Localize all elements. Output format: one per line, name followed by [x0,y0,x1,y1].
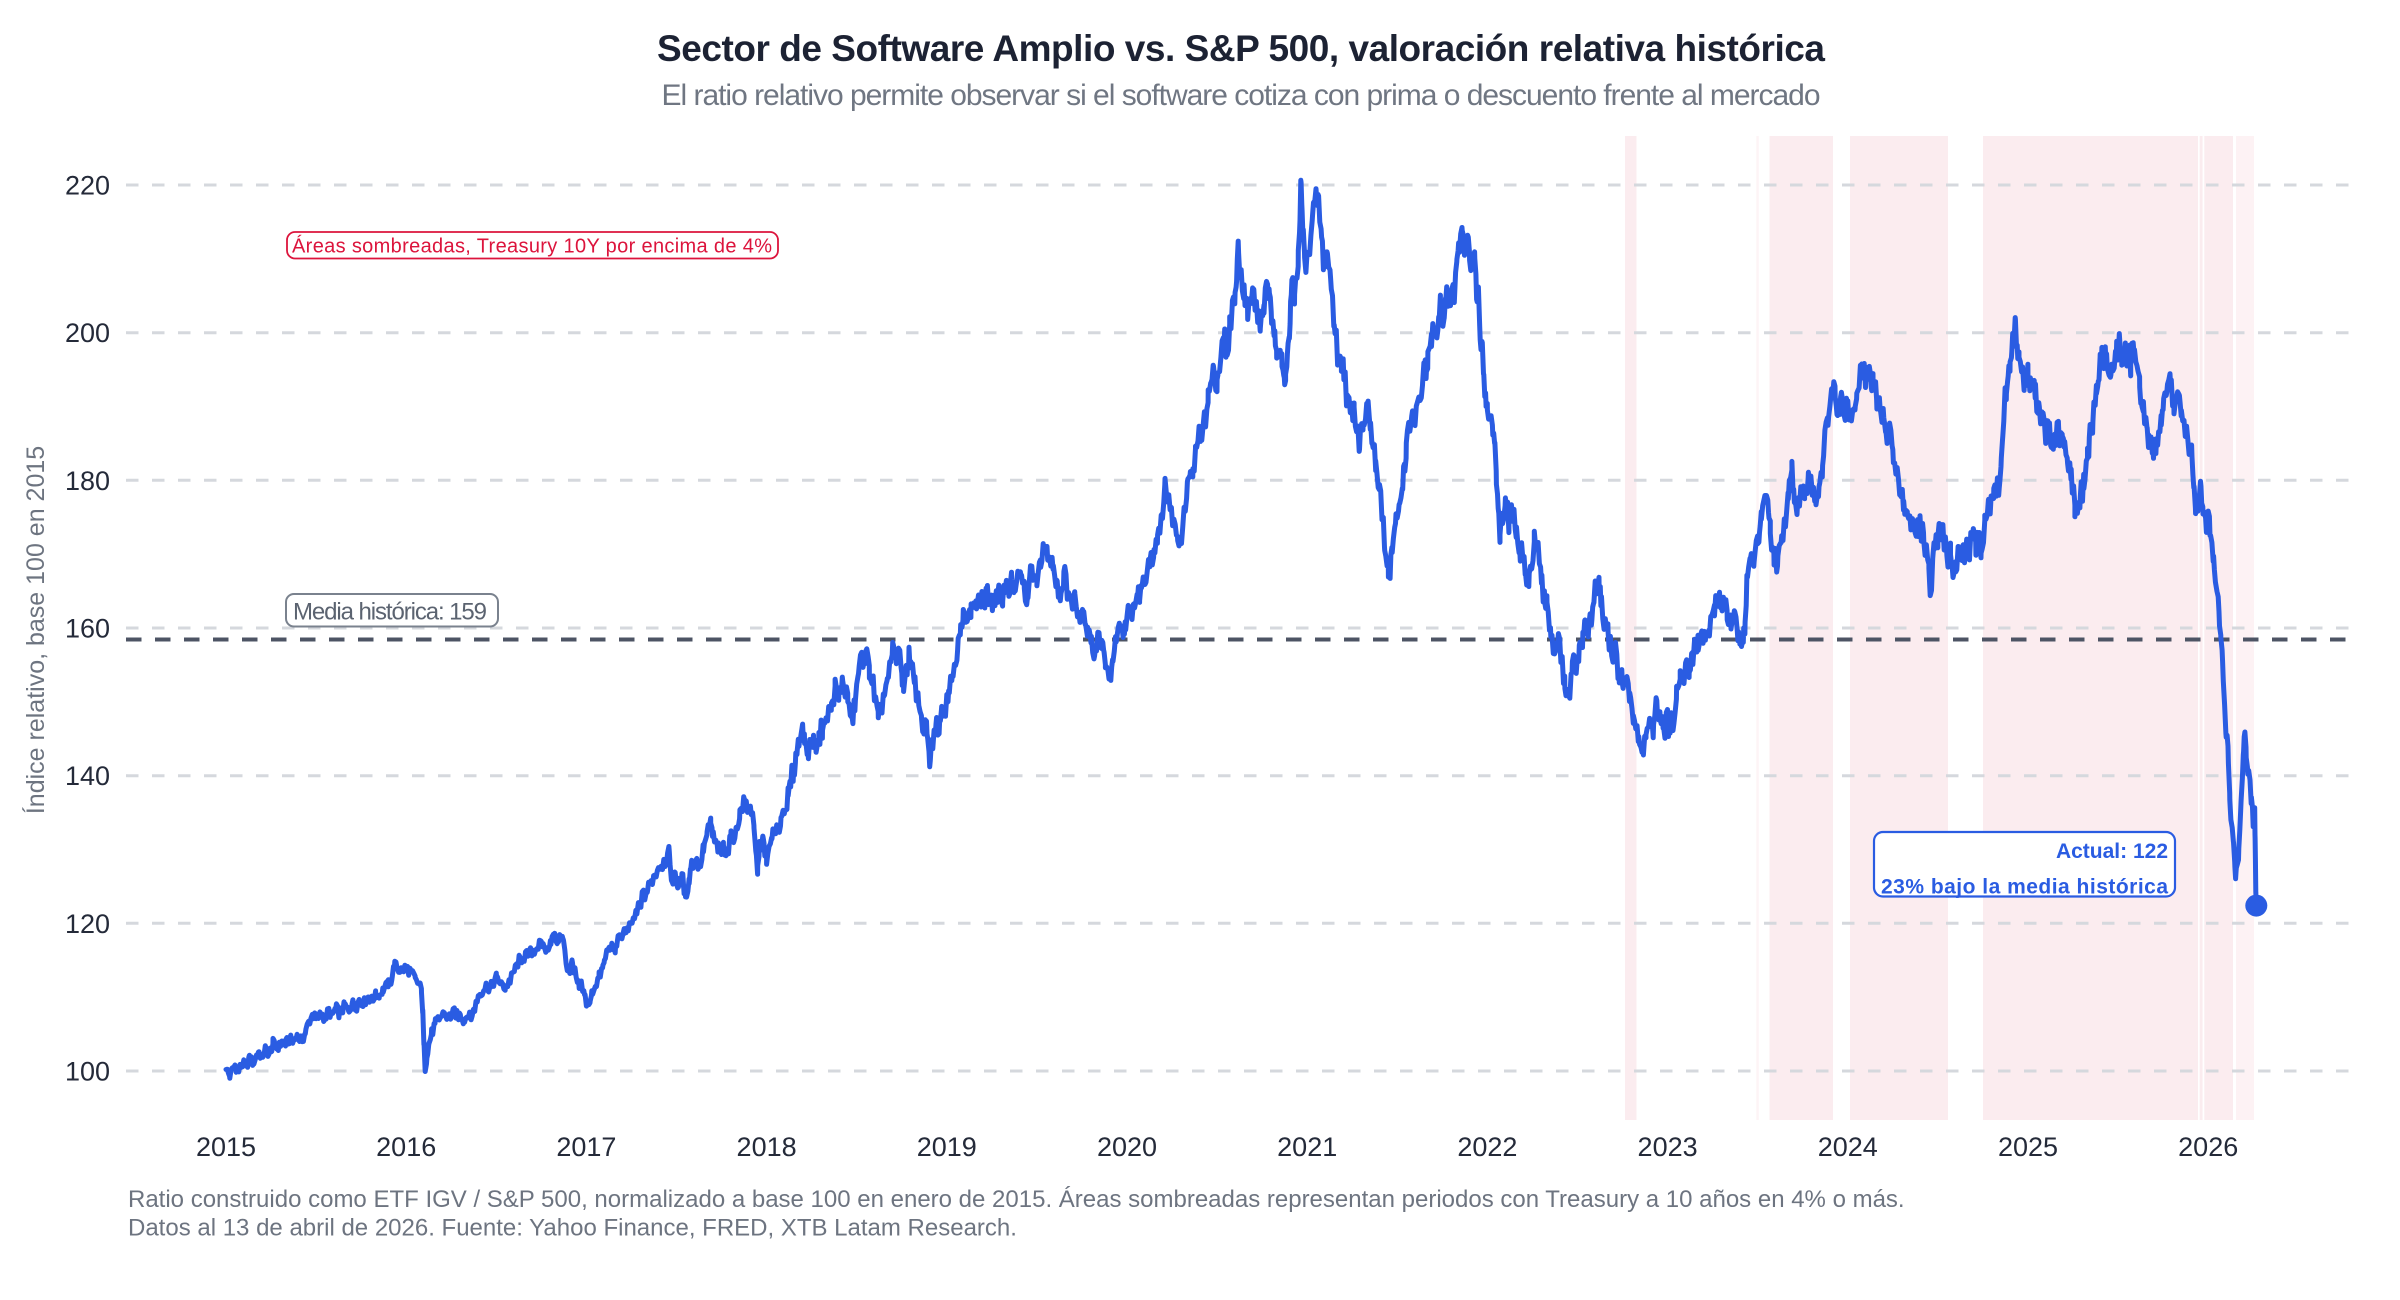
svg-text:2017: 2017 [556,1132,616,1162]
svg-text:2016: 2016 [376,1132,436,1162]
svg-text:2026: 2026 [2178,1132,2238,1162]
svg-text:Media histórica: 159: Media histórica: 159 [293,599,487,626]
svg-text:180: 180 [65,466,110,496]
svg-text:Datos al 13 de abril de 2026.: Datos al 13 de abril de 2026. Fuente: Ya… [128,1215,1017,1242]
svg-text:140: 140 [65,761,110,791]
svg-text:120: 120 [65,909,110,939]
svg-text:El ratio relativo permite obse: El ratio relativo permite observar si el… [662,79,1821,112]
svg-text:2024: 2024 [1818,1132,1878,1162]
svg-text:220: 220 [65,171,110,201]
svg-text:2022: 2022 [1457,1132,1517,1162]
svg-text:2023: 2023 [1638,1132,1698,1162]
svg-text:Sector de Software Amplio vs.: Sector de Software Amplio vs. S&P 500, v… [657,28,1825,69]
svg-text:Actual: 122: Actual: 122 [2056,840,2168,863]
svg-text:2020: 2020 [1097,1132,1157,1162]
svg-text:2018: 2018 [737,1132,797,1162]
svg-text:160: 160 [65,614,110,644]
svg-text:2021: 2021 [1277,1132,1337,1162]
svg-text:Áreas sombreadas, Treasury 10Y: Áreas sombreadas, Treasury 10Y por encim… [292,235,772,258]
svg-text:Índice relativo, base 100 en 2: Índice relativo, base 100 en 2015 [21,446,50,814]
svg-text:23% bajo la media histórica: 23% bajo la media histórica [1881,876,2168,899]
svg-text:2019: 2019 [917,1132,977,1162]
svg-text:2025: 2025 [1998,1132,2058,1162]
svg-text:Ratio construido como ETF IGV: Ratio construido como ETF IGV / S&P 500,… [128,1186,1905,1213]
svg-text:100: 100 [65,1057,110,1087]
svg-text:2015: 2015 [196,1132,256,1162]
svg-text:200: 200 [65,318,110,348]
